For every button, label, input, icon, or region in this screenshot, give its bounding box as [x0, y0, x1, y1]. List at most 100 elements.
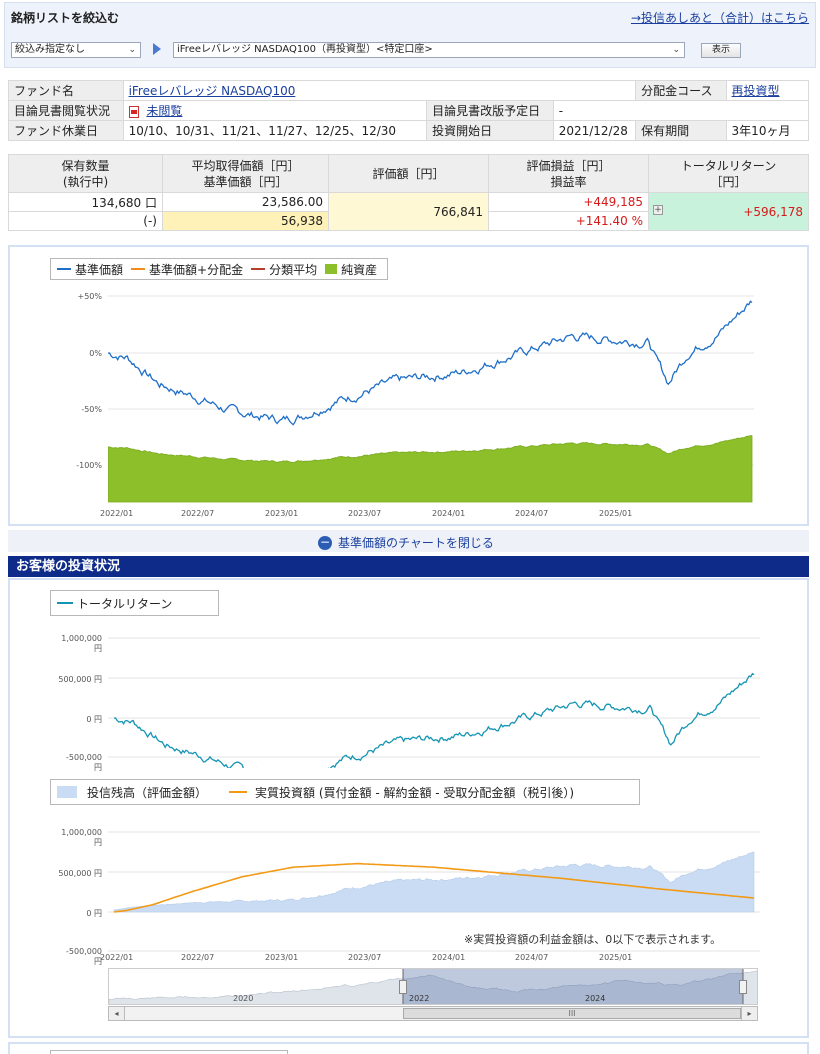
navigator-right-handle[interactable] [739, 980, 747, 994]
net-assets-area [108, 435, 753, 503]
y-tick: 0 円 [86, 715, 102, 724]
chart-navigator[interactable]: 2020 2022 2024 [108, 968, 758, 1005]
y-tick: 500,000 円 [58, 675, 102, 684]
pl-value: +449,185 [488, 192, 649, 212]
total-return-unit: ［円］ [710, 174, 747, 189]
total-return-header: トータルリターン [680, 158, 777, 173]
y-tick: -500,000 円 [66, 947, 102, 966]
legend-net-assets[interactable]: 純資産 [341, 262, 378, 277]
nav-chart-plot [108, 295, 754, 503]
revision-value: - [552, 100, 810, 121]
legend-swatch-invest [229, 791, 248, 793]
nav-chart-legend: 基準価額 基準価額+分配金 分類平均 純資産 [50, 258, 388, 280]
next-legend [50, 1050, 288, 1054]
nav-line [108, 300, 753, 426]
y-tick: -100% [76, 461, 102, 470]
close-chart-button[interactable]: − 基準価額のチャートを閉じる [318, 534, 494, 551]
navigator-plot [109, 969, 757, 1005]
navigator-label: 2024 [585, 994, 606, 1003]
legend-swatch-category [251, 268, 266, 270]
pending-value: (-) [8, 211, 163, 231]
holiday-label: ファンド休業日 [8, 120, 124, 141]
legend-balance[interactable]: 投信残高（評価金額） [87, 785, 208, 800]
pl-header: 評価損益［円］ [526, 158, 611, 173]
close-chart-bar: − 基準価額のチャートを閉じる [8, 530, 809, 552]
chevron-down-icon: ⌄ [672, 45, 680, 55]
plrate-header: 損益率 [550, 174, 587, 189]
revision-label: 目論見書改版予定日 [426, 100, 554, 121]
expand-plus-icon[interactable]: + [653, 205, 663, 215]
fund-name-label: ファンド名 [8, 80, 124, 101]
filter-select[interactable]: 絞込み指定なし ⌄ [11, 42, 141, 58]
invest-line [113, 862, 755, 913]
plrate-value: +141.40 % [488, 211, 649, 231]
navigator-area [109, 970, 757, 1004]
balance-area [113, 851, 755, 913]
scroll-right-icon[interactable]: ▸ [741, 1007, 757, 1020]
navigator-label: 2022 [409, 994, 430, 1003]
x-tick: 2024/07 [515, 509, 549, 518]
y-tick: 500,000 円 [58, 869, 102, 878]
fund-info-table: ファンド名 iFreeレバレッジ NASDAQ100 分配金コース 再投資型 目… [8, 80, 810, 141]
investment-panel [8, 578, 809, 1038]
fund-name-link[interactable]: iFreeレバレッジ NASDAQ100 [128, 84, 296, 98]
x-tick: 2023/07 [348, 509, 382, 518]
x-tick: 2022/07 [181, 509, 215, 518]
value-header: 評価額［円］ [328, 154, 489, 193]
qty-value: 134,680 口 [8, 192, 163, 212]
x-tick: 2025/01 [599, 509, 633, 518]
y-tick: 0% [89, 349, 102, 358]
x-tick: 2023/01 [265, 509, 299, 518]
course-label: 分配金コース [635, 80, 727, 101]
minus-circle-icon: − [318, 534, 332, 550]
balance-plot [108, 831, 760, 952]
start-label: 投資開始日 [426, 120, 554, 141]
balance-legend: 投信残高（評価金額） 実質投資額 (買付金額 - 解約金額 - 受取分配金額（税… [50, 779, 640, 805]
play-arrow-icon [153, 43, 161, 55]
fund-select[interactable]: iFreeレバレッジ NASDAQ100（再投資型）<特定口座> ⌄ [173, 42, 685, 58]
gridlines [108, 295, 754, 466]
pdf-icon [128, 105, 139, 118]
navigator-left-handle[interactable] [399, 980, 407, 994]
nav-value: 56,938 [162, 211, 329, 231]
x-tick: 2023/01 [265, 953, 299, 962]
nav-header: 基準価額［円］ [203, 174, 288, 189]
scroll-left-icon[interactable]: ◂ [109, 1007, 125, 1020]
y-tick: +50% [77, 292, 102, 301]
avg-cost-header: 平均取得価額［円］ [191, 158, 300, 173]
prospectus-label: 目論見書閲覧状況 [8, 100, 124, 121]
x-tick: 2023/07 [348, 953, 382, 962]
next-panel [8, 1042, 809, 1054]
filter-panel: 銘柄リストを絞込む →投信あしあと（合計）はこちら 絞込み指定なし ⌄ iFre… [4, 2, 816, 68]
legend-category[interactable]: 分類平均 [269, 262, 318, 277]
legend-total-return[interactable]: トータルリターン [77, 596, 173, 611]
display-button[interactable]: 表示 [701, 43, 741, 58]
holiday-value: 10/10、10/31、11/21、11/27、12/25、12/30 [122, 120, 428, 141]
legend-nav[interactable]: 基準価額 [75, 262, 124, 277]
legend-swatch-net-assets [325, 264, 338, 274]
period-value: 3年10ヶ月 [725, 120, 810, 141]
scroll-thumb[interactable]: III [403, 1008, 741, 1019]
period-label: 保有期間 [635, 120, 727, 141]
legend-invest[interactable]: 実質投資額 (買付金額 - 解約金額 - 受取分配金額（税引後）) [255, 785, 575, 800]
navigator-selection[interactable] [403, 969, 743, 1005]
navigator-scrollbar[interactable]: ◂ III ▸ [108, 1006, 758, 1021]
x-tick: 2022/07 [181, 953, 215, 962]
legend-swatch-nav-div [131, 268, 146, 270]
close-chart-label: 基準価額のチャートを閉じる [338, 536, 494, 550]
legend-swatch-total-return [57, 602, 73, 604]
x-tick: 2024/07 [515, 953, 549, 962]
fund-history-link[interactable]: →投信あしあと（合計）はこちら [630, 11, 809, 25]
legend-nav-div[interactable]: 基準価額+分配金 [149, 262, 244, 277]
invest-note: ※実質投資額の利益金額は、0以下で表示されます。 [464, 933, 722, 946]
total-return-legend: トータルリターン [50, 590, 219, 616]
filter-title: 銘柄リストを絞込む [11, 11, 120, 25]
x-tick: 2022/01 [100, 953, 134, 962]
chevron-down-icon: ⌄ [128, 45, 136, 55]
total-return-value: +596,178 [743, 204, 803, 219]
qty-header-sub: (執行中) [62, 174, 109, 189]
total-return-plot [108, 637, 760, 768]
prospectus-link[interactable]: 未閲覧 [146, 104, 183, 118]
course-link[interactable]: 再投資型 [731, 84, 780, 98]
qty-header: 保有数量 [61, 158, 110, 173]
